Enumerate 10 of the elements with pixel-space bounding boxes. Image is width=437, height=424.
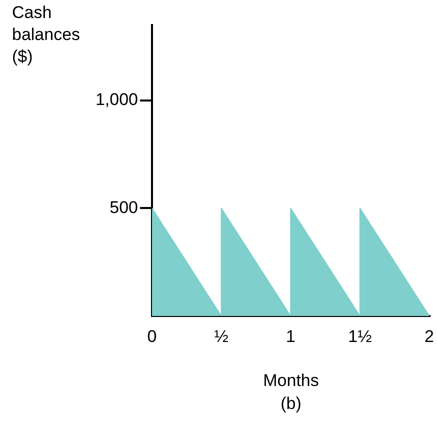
x-tick-label: ½: [214, 326, 228, 346]
y-tick-label: 500: [110, 198, 138, 217]
x-axis-title: Months: [262, 370, 320, 392]
y-axis-title: Cash balances ($): [12, 2, 82, 68]
x-tick-label: 1½: [348, 326, 372, 346]
x-tick-label: 1: [286, 326, 296, 346]
y-tick-label: 1,000: [95, 90, 138, 110]
x-tick-label: 0: [147, 326, 157, 346]
x-tick-label: 2: [424, 326, 434, 346]
text: (b): [280, 393, 302, 415]
